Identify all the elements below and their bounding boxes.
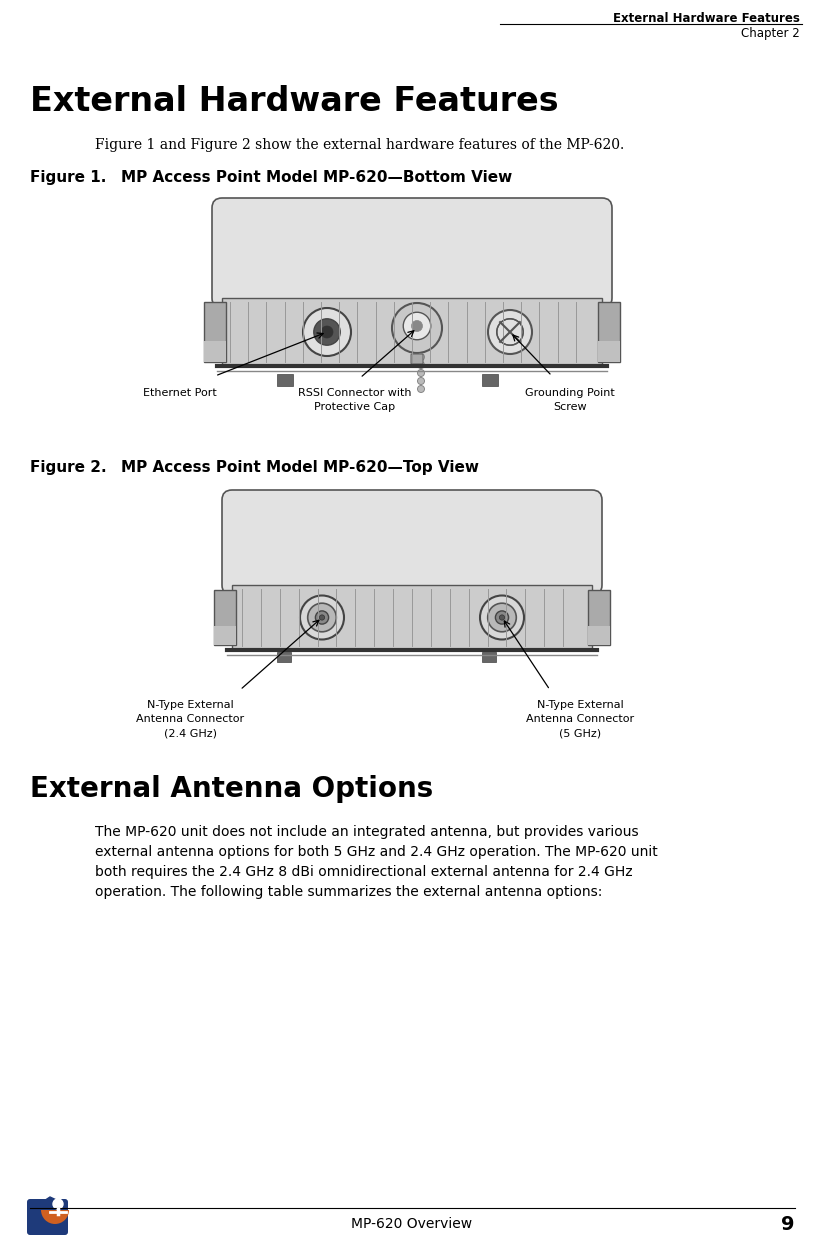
Circle shape: [488, 603, 516, 632]
Text: Protective Cap: Protective Cap: [314, 402, 395, 412]
FancyBboxPatch shape: [222, 489, 602, 595]
Bar: [588, 625, 610, 645]
Circle shape: [417, 353, 425, 361]
Text: The MP-620 unit does not include an integrated antenna, but provides various: The MP-620 unit does not include an inte…: [95, 824, 639, 839]
Wedge shape: [41, 1210, 69, 1224]
Text: N-Type External: N-Type External: [147, 700, 233, 709]
Text: Figure 1.: Figure 1.: [30, 171, 106, 185]
Text: Grounding Point: Grounding Point: [526, 388, 615, 398]
Text: External Hardware Features: External Hardware Features: [30, 85, 559, 117]
Bar: [277, 653, 291, 662]
Text: Figure 2.: Figure 2.: [30, 460, 106, 475]
Text: Ethernet Port: Ethernet Port: [143, 388, 217, 398]
Text: External Hardware Features: External Hardware Features: [613, 12, 800, 25]
Text: (5 GHz): (5 GHz): [559, 728, 601, 738]
FancyBboxPatch shape: [411, 353, 423, 363]
Bar: [598, 302, 620, 362]
Text: 9: 9: [781, 1215, 795, 1234]
Bar: [482, 653, 496, 662]
Bar: [214, 590, 236, 645]
Text: Chapter 2: Chapter 2: [741, 27, 800, 40]
Polygon shape: [30, 1196, 65, 1232]
Circle shape: [319, 614, 325, 620]
Text: external antenna options for both 5 GHz and 2.4 GHz operation. The MP-620 unit: external antenna options for both 5 GHz …: [95, 845, 658, 859]
Bar: [588, 590, 610, 645]
Circle shape: [497, 319, 523, 345]
Circle shape: [417, 370, 425, 377]
FancyBboxPatch shape: [27, 1199, 68, 1235]
Text: MP Access Point Model MP-620—Bottom View: MP Access Point Model MP-620—Bottom View: [100, 171, 512, 185]
Bar: [214, 625, 236, 645]
Text: Antenna Connector: Antenna Connector: [526, 714, 634, 724]
Circle shape: [499, 614, 505, 620]
Bar: [277, 375, 293, 386]
Text: both requires the 2.4 GHz 8 dBi omnidirectional external antenna for 2.4 GHz: both requires the 2.4 GHz 8 dBi omnidire…: [95, 865, 633, 879]
Circle shape: [321, 326, 333, 337]
Circle shape: [480, 596, 524, 639]
Text: Figure 1 and Figure 2 show the external hardware features of the MP-620.: Figure 1 and Figure 2 show the external …: [95, 138, 625, 152]
Bar: [204, 341, 226, 362]
Bar: [482, 375, 498, 386]
Text: RSSI Connector with: RSSI Connector with: [299, 388, 412, 398]
Text: Antenna Connector: Antenna Connector: [136, 714, 244, 724]
Circle shape: [417, 377, 425, 384]
Circle shape: [314, 319, 340, 345]
Circle shape: [403, 313, 431, 340]
Text: External Antenna Options: External Antenna Options: [30, 775, 433, 803]
Circle shape: [53, 1199, 63, 1209]
Bar: [232, 585, 592, 650]
Circle shape: [315, 611, 328, 624]
Text: MP-620 Overview: MP-620 Overview: [351, 1217, 473, 1231]
Circle shape: [392, 303, 442, 353]
Text: Screw: Screw: [554, 402, 587, 412]
Bar: [222, 298, 602, 366]
Text: operation. The following table summarizes the external antenna options:: operation. The following table summarize…: [95, 885, 602, 899]
Bar: [598, 341, 620, 362]
Circle shape: [300, 596, 344, 639]
Circle shape: [495, 611, 508, 624]
FancyBboxPatch shape: [212, 198, 612, 308]
Circle shape: [308, 603, 337, 632]
Circle shape: [488, 310, 532, 353]
Text: MP Access Point Model MP-620—Top View: MP Access Point Model MP-620—Top View: [100, 460, 479, 475]
Circle shape: [417, 361, 425, 368]
Circle shape: [303, 308, 351, 356]
Text: (2.4 GHz): (2.4 GHz): [163, 728, 216, 738]
Circle shape: [417, 386, 425, 393]
Text: N-Type External: N-Type External: [536, 700, 624, 709]
Bar: [204, 302, 226, 362]
Circle shape: [412, 320, 422, 331]
